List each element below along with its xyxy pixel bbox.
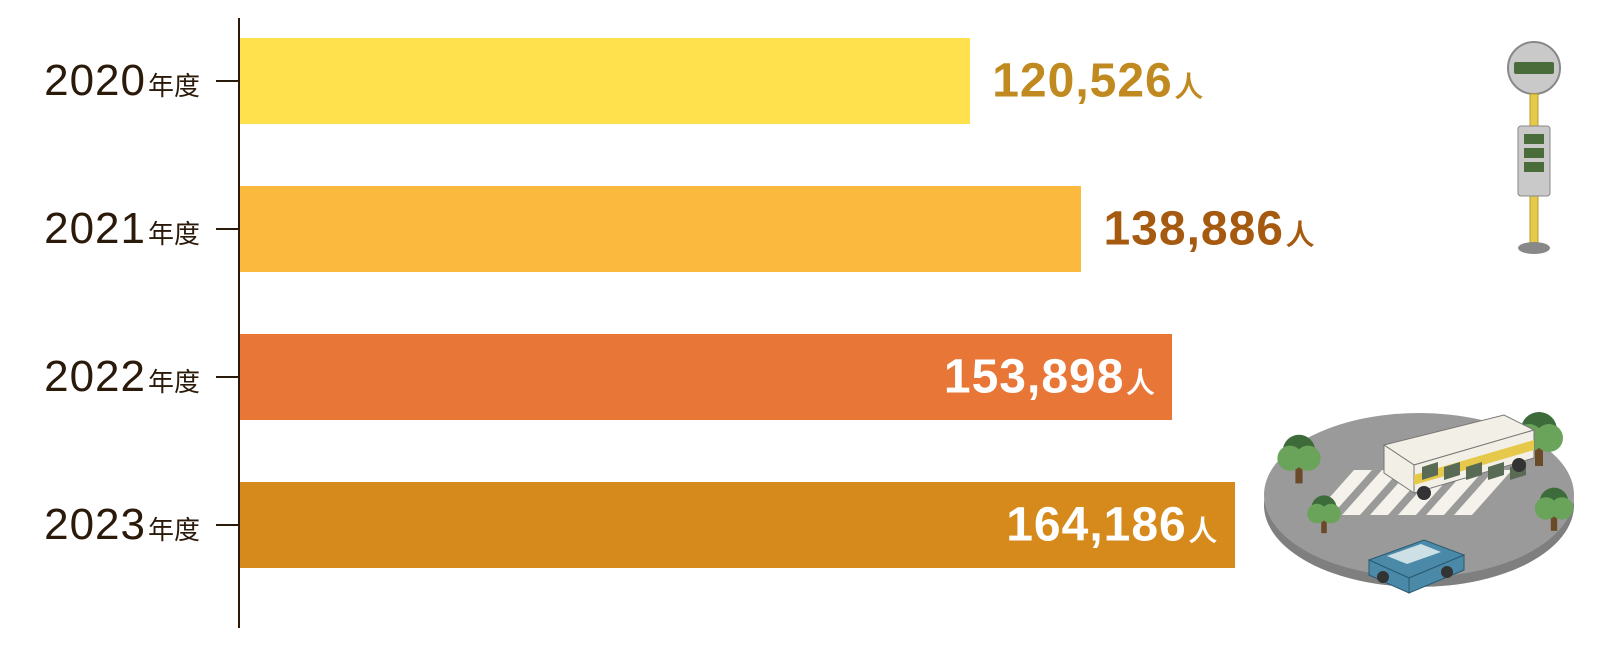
axis-tick <box>216 524 238 526</box>
value-label: 153,898人 <box>944 350 1155 405</box>
y-axis-year: 2020 <box>44 56 146 105</box>
value-number: 120,526 <box>992 55 1173 108</box>
bar <box>240 38 970 124</box>
y-axis-suffix: 年度 <box>148 71 200 101</box>
axis-tick <box>216 376 238 378</box>
value-label: 138,886人 <box>1103 202 1314 257</box>
value-label: 164,186人 <box>1006 498 1217 553</box>
chart-row: 2021年度 138,886人 <box>0 166 1604 292</box>
chart-row: 2022年度 153,898人 <box>0 314 1604 440</box>
value-unit: 人 <box>1175 72 1203 103</box>
y-axis-label: 2023年度 <box>0 500 200 550</box>
bar <box>240 186 1081 272</box>
y-axis-year: 2021 <box>44 204 146 253</box>
value-unit: 人 <box>1286 220 1314 251</box>
value-label: 120,526人 <box>992 54 1203 109</box>
chart-row: 2023年度 164,186人 <box>0 462 1604 588</box>
y-axis-label: 2022年度 <box>0 352 200 402</box>
y-axis-year: 2022 <box>44 352 146 401</box>
axis-tick <box>216 228 238 230</box>
bar-chart: 2020年度120,526人2021年度138,886人2022年度153,89… <box>0 18 1604 610</box>
y-axis-suffix: 年度 <box>148 219 200 249</box>
value-number: 153,898 <box>944 351 1125 404</box>
y-axis-label: 2021年度 <box>0 204 200 254</box>
y-axis-suffix: 年度 <box>148 515 200 545</box>
chart-row: 2020年度 120,526人 <box>0 18 1604 144</box>
value-number: 138,886 <box>1103 203 1284 256</box>
axis-tick <box>216 80 238 82</box>
y-axis-label: 2020年度 <box>0 56 200 106</box>
value-number: 164,186 <box>1006 499 1187 552</box>
y-axis-suffix: 年度 <box>148 367 200 397</box>
y-axis-year: 2023 <box>44 500 146 549</box>
value-unit: 人 <box>1126 368 1154 399</box>
value-unit: 人 <box>1189 516 1217 547</box>
